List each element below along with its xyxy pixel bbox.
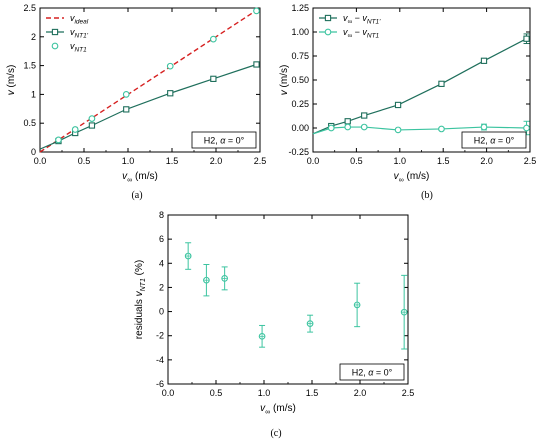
y-tick-label: 1	[31, 89, 36, 99]
y-axis-label: v (m/s)	[6, 65, 17, 96]
data-point	[344, 123, 352, 131]
y-tick-label: 2	[31, 32, 36, 42]
x-axis-label: v∞ (m/s)	[394, 171, 430, 184]
chart-panel-1: 0.0 0.5 1.0 1.5 2.0 2.5 0 0.5 1 1.5 2 2.5 v∞ (m/s) v …	[6, 3, 266, 201]
annotation-box	[191, 131, 257, 149]
y-tick-label: 0.00	[291, 123, 309, 133]
y-tick-label: -4	[156, 355, 164, 365]
legend-label-ideal: videal	[70, 13, 89, 26]
legend-marker	[51, 28, 59, 36]
data-point	[438, 125, 445, 133]
y-axis-label: v (m/s)	[279, 65, 290, 96]
data-point	[394, 126, 402, 134]
y-tick-label: -6	[156, 379, 164, 389]
y-tick-label: 0.5	[23, 118, 36, 128]
data-point	[210, 75, 217, 82]
legend: v∞ − vNT1'v∞ − vNT1	[319, 13, 381, 40]
panel-label: (a)	[131, 190, 142, 201]
x-tick-label: 0.0	[34, 156, 47, 166]
legend-label-nt1: vNT1	[70, 41, 87, 54]
y-tick-label: 4	[159, 258, 164, 268]
data-point	[88, 122, 96, 129]
data-point	[88, 115, 96, 122]
y-tick-label: 0.75	[291, 51, 309, 61]
annotation-text: H2, α = 0°	[474, 136, 515, 146]
data-point	[210, 35, 217, 43]
data-point	[361, 112, 368, 119]
data-point	[327, 124, 335, 132]
data-point	[360, 123, 368, 131]
data-point	[122, 91, 130, 98]
legend-marker	[324, 28, 332, 36]
plot-frame	[167, 214, 409, 385]
annotation-box	[339, 363, 405, 381]
data-point	[523, 124, 530, 132]
x-tick-label: 1.5	[306, 388, 319, 398]
chart-panel-3: 0.0 0.5 1.0 1.5 2.0 2.5 -6 -4 -2 0 2 4 6 8 v∞ (m/s) res…	[134, 210, 414, 439]
y-tick-label: 2.5	[23, 3, 36, 13]
series-1	[184, 242, 408, 350]
y-tick-label: 1.25	[291, 3, 309, 13]
x-tick-label: 2.0	[480, 156, 493, 166]
x-tick-label: 0.5	[78, 156, 91, 166]
x-tick-label: 1.5	[166, 156, 179, 166]
x-tick-label: 0.0	[162, 388, 175, 398]
legend-label-1: v∞ − vNT1'	[343, 13, 381, 26]
x-tick-label: 0.5	[350, 156, 363, 166]
x-axis-label: v∞ (m/s)	[260, 403, 296, 416]
data-point	[55, 136, 62, 144]
legend-marker	[51, 42, 59, 50]
data-point	[523, 35, 530, 42]
annotation-box	[461, 131, 527, 149]
x-tick-label: 1.5	[437, 156, 450, 166]
y-tick-label: 8	[159, 210, 164, 220]
legend-label-2: v∞ − vNT1	[343, 27, 380, 40]
y-tick-label: 1.00	[291, 27, 309, 37]
y-axis-label: residuals vNT1 (%)	[134, 260, 147, 339]
series-1	[312, 33, 530, 135]
data-point	[344, 118, 351, 125]
y-tick-label: 0.50	[291, 75, 309, 85]
data-point	[394, 101, 402, 109]
legend-label-nt1prime: vNT1'	[70, 27, 89, 40]
annotation-text: H2, α = 0°	[352, 368, 393, 378]
data-point	[480, 57, 488, 64]
y-tick-label: 0	[31, 147, 36, 157]
x-tick-label: 2.5	[402, 388, 415, 398]
x-tick-label: 2.0	[210, 156, 223, 166]
data-point	[166, 62, 174, 70]
data-point	[71, 126, 79, 133]
y-tick-label: -2	[156, 331, 164, 341]
x-tick-label: 2.0	[354, 388, 367, 398]
data-point	[167, 90, 174, 97]
data-point	[480, 123, 488, 131]
chart-panel-2: 0.0 0.5 1.0 1.5 2.0 2.5 -0.25 0.00 0.25 0.50 0.75 1…	[279, 3, 536, 201]
y-tick-label: 1.5	[23, 61, 36, 71]
series-3	[55, 7, 260, 144]
y-tick-label: 2	[159, 282, 164, 292]
data-point	[123, 106, 130, 113]
x-tick-label: 1.0	[258, 388, 271, 398]
data-point	[253, 7, 260, 15]
legend-marker	[324, 14, 332, 22]
x-tick-label: 1.0	[394, 156, 407, 166]
annotation-text: H2, α = 0°	[204, 136, 245, 146]
x-axis-label: v∞ (m/s)	[122, 171, 158, 184]
y-tick-label: -0.25	[288, 147, 309, 157]
y-tick-label: 6	[159, 234, 164, 244]
x-tick-label: 2.5	[254, 156, 267, 166]
series-2	[312, 120, 530, 136]
y-tick-label: 0.25	[291, 99, 309, 109]
x-tick-label: 0.0	[307, 156, 320, 166]
x-tick-label: 0.5	[210, 388, 223, 398]
data-point	[253, 61, 260, 68]
y-tick-label: 0	[159, 307, 164, 317]
data-point	[438, 80, 445, 87]
x-tick-label: 1.0	[122, 156, 135, 166]
panel-label: (c)	[270, 428, 281, 439]
panel-label: (b)	[421, 190, 433, 201]
x-tick-label: 2.5	[524, 156, 537, 166]
